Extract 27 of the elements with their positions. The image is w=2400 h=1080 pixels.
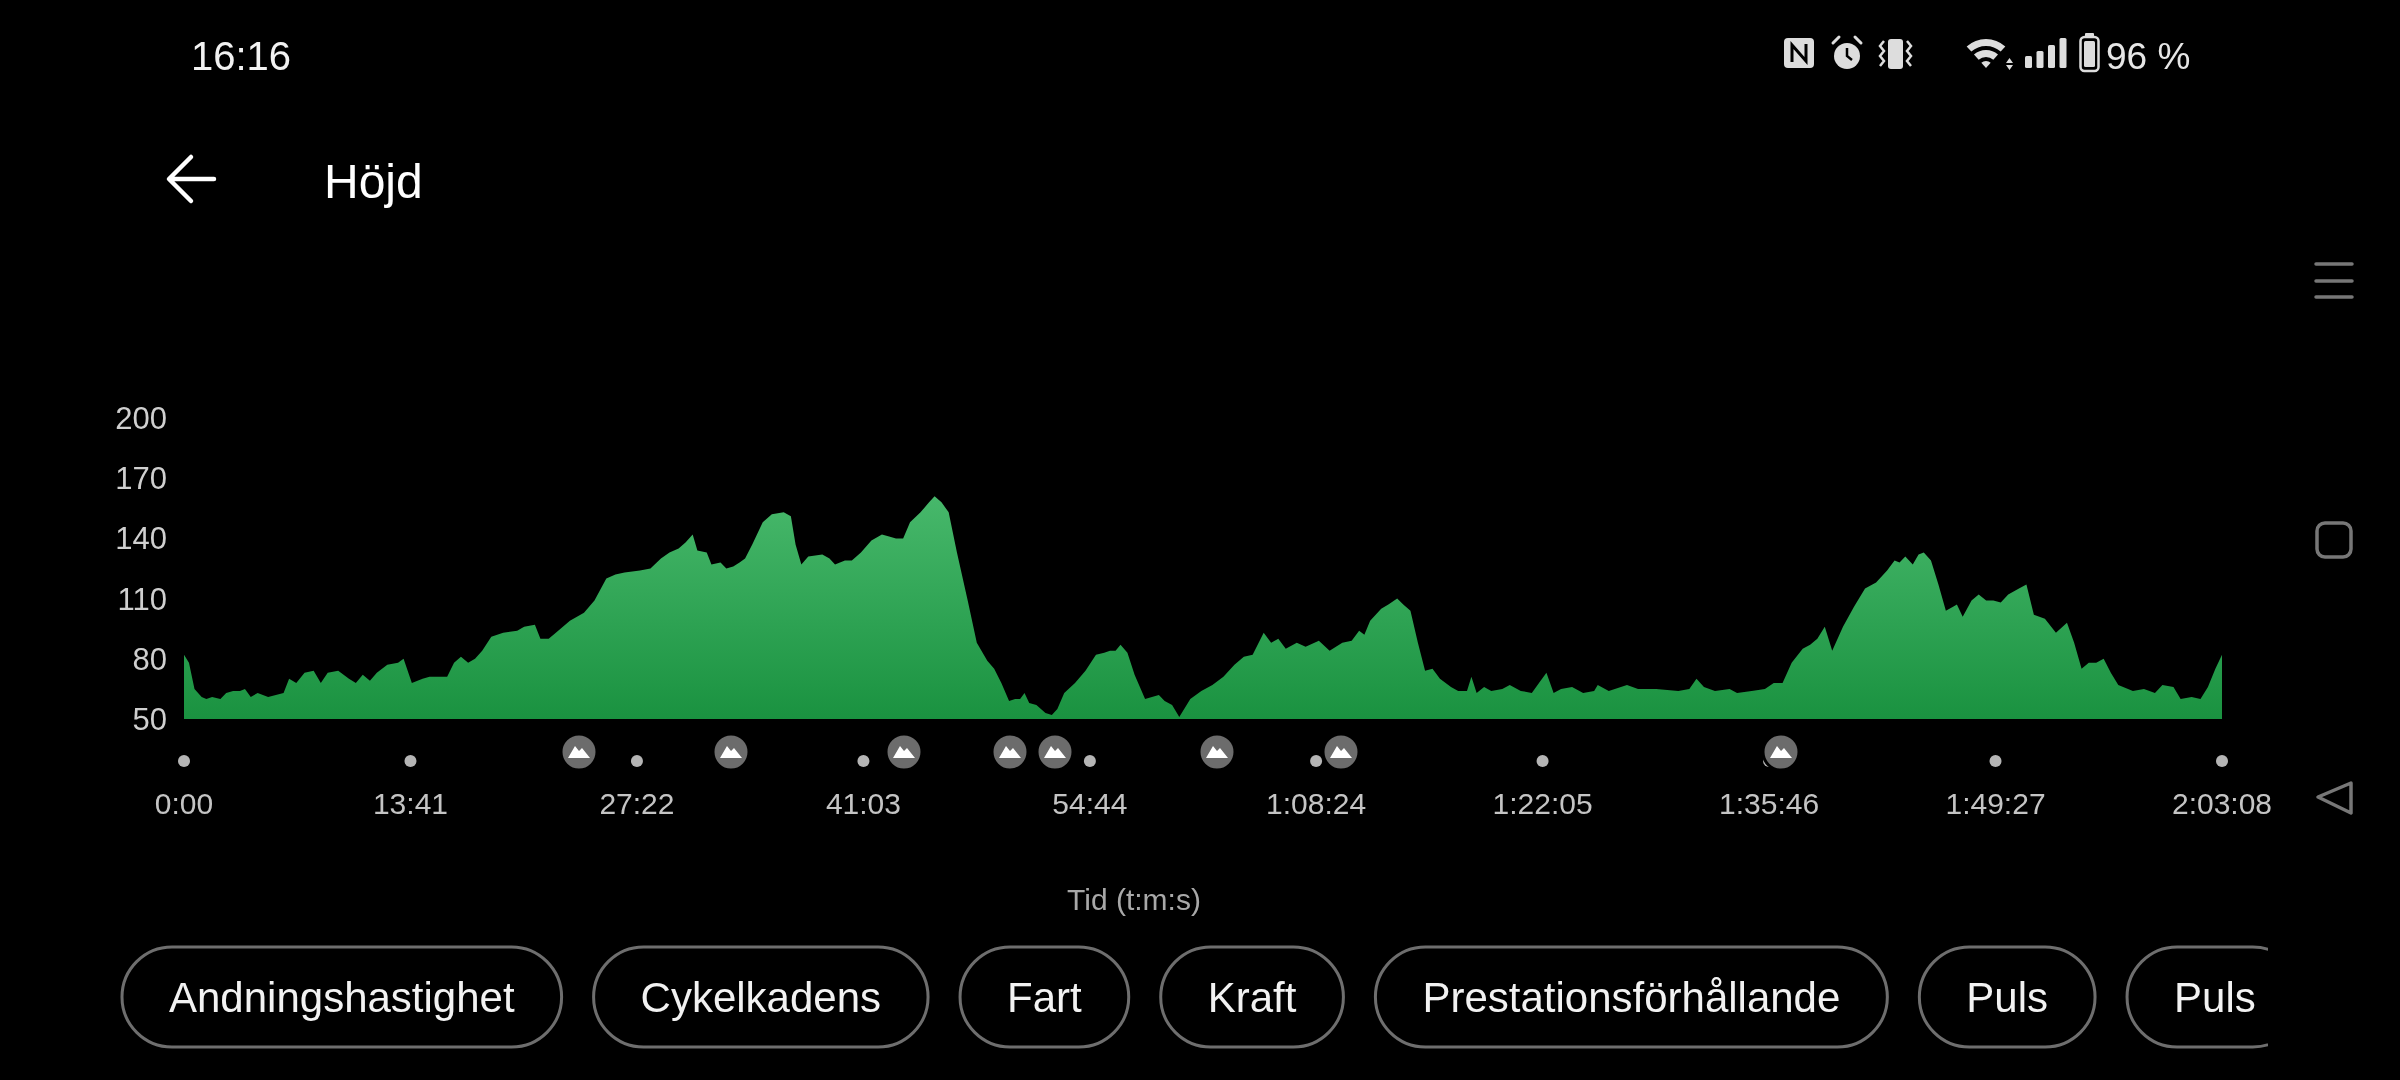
text: Cykelkadens bbox=[640, 973, 882, 1021]
y-tick-label: 50 bbox=[132, 701, 167, 737]
y-tick-label: 170 bbox=[115, 460, 167, 496]
x-tick-label: 0:00 bbox=[154, 786, 214, 820]
y-tick-label: 140 bbox=[115, 520, 167, 556]
text: 96 % bbox=[2106, 36, 2191, 77]
text: Kraft bbox=[1207, 973, 1297, 1021]
x-tick-label: 41:03 bbox=[825, 786, 901, 820]
x-tick-label: 1:22:05 bbox=[1492, 786, 1593, 820]
text: Andningshastighet bbox=[169, 973, 515, 1021]
chart-title: Höjd bbox=[324, 155, 423, 208]
text: Fart bbox=[1007, 973, 1083, 1021]
text: Puls bbox=[1966, 973, 2049, 1021]
x-tick-label: 1:08:24 bbox=[1266, 786, 1367, 820]
x-tick-label: 1:49:27 bbox=[1945, 786, 2046, 820]
x-axis-title: Tid (t:m:s) bbox=[1067, 882, 1201, 916]
y-tick-label: 200 bbox=[115, 400, 167, 436]
x-tick-label: 54:44 bbox=[1052, 786, 1128, 820]
x-tick-label: 13:41 bbox=[372, 786, 449, 820]
x-tick-label: 1:35:46 bbox=[1719, 786, 1820, 820]
text: Prestationsförhållande bbox=[1422, 973, 1841, 1021]
text: Puls bbox=[2174, 973, 2256, 1021]
y-tick-label: 110 bbox=[117, 581, 167, 617]
y-tick-label: 80 bbox=[132, 641, 167, 677]
x-tick-label: 2:03:08 bbox=[2171, 786, 2273, 820]
text: 16:16 bbox=[191, 34, 292, 78]
x-tick-label: 27:22 bbox=[599, 786, 675, 820]
